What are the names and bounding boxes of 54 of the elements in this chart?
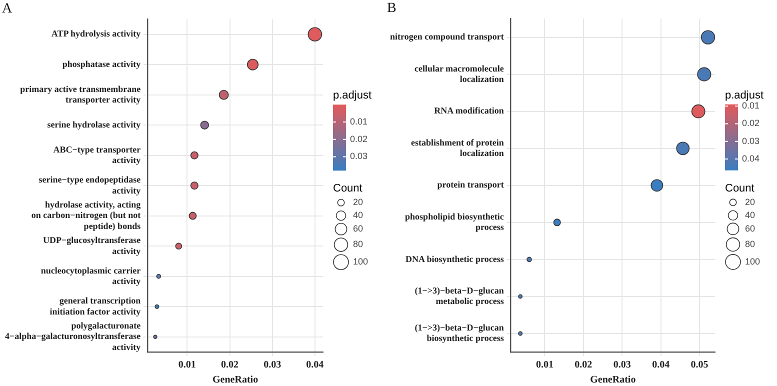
y-tick-label: cellular macromolecule localization — [414, 63, 504, 84]
color-bar-label: 0.02 — [742, 118, 760, 128]
y-tick-label: ABC−type transporter activity — [53, 144, 142, 166]
legend-label: 100 — [745, 256, 760, 266]
y-tick-label: nitrogen compound transport — [390, 32, 504, 42]
color-bar-title: p.adjust — [725, 89, 764, 102]
y-tick-label: phospholipid biosynthetic process — [405, 211, 504, 232]
color-bar-label: 0.04 — [742, 153, 760, 164]
color-bar-label: 0.01 — [742, 100, 760, 111]
y-tick-label: ATP hydrolysis activity — [51, 28, 142, 39]
y-tick-label: general transcription initiation factor activity — [50, 296, 142, 316]
x-tick-label: 0.03 — [264, 360, 282, 371]
color-bar-label: 0.03 — [350, 151, 368, 162]
legend-label: 40 — [745, 210, 756, 220]
y-tick-label: (1−>3)−beta−D−glucan metabolic process — [414, 285, 504, 306]
legend-label: 60 — [745, 223, 756, 234]
y-tick-label: phosphatase activity — [62, 58, 142, 69]
x-axis-title: GeneRatio — [212, 374, 258, 386]
x-tick-label: 0.04 — [652, 360, 670, 371]
text: B — [387, 1, 396, 16]
y-tick-label: UDP−glucosyltransferase activity — [42, 235, 142, 256]
legend-label: 100 — [353, 256, 368, 267]
y-tick-label: RNA modification — [434, 106, 504, 116]
y-tick-label: serine hydrolase activity — [47, 119, 142, 130]
y-tick-label: serine−type endopeptidase activity — [38, 174, 142, 196]
x-tick-label: 0.04 — [306, 360, 324, 371]
y-tick-label: protein transport — [437, 180, 504, 190]
text: A — [2, 1, 13, 16]
legend-label: 60 — [353, 224, 364, 234]
legend-title: Count — [725, 182, 754, 194]
y-tick-label: establishment of protein localization — [411, 137, 504, 158]
y-tick-label: primary active transmembrane transporter activity — [20, 84, 142, 105]
x-tick-label: 0.03 — [613, 360, 631, 371]
x-tick-label: 0.02 — [574, 360, 592, 371]
color-bar-label: 0.03 — [742, 136, 760, 146]
legend-label: 80 — [353, 239, 364, 250]
legend-title: Count — [333, 182, 362, 195]
y-tick-label: hydrolase activity, acting on carbon−nitrogen (but not peptide) bonds — [31, 199, 142, 231]
y-tick-label: polygalacturonate 4−alpha−galacturonosyltransferase activity — [4, 320, 142, 352]
x-tick-label: 0.05 — [690, 360, 708, 371]
legend-label: 20 — [353, 197, 364, 208]
x-tick-label: 0.01 — [178, 360, 196, 371]
color-bar-title: p.adjust — [333, 90, 372, 102]
y-tick-label: (1−>3)−beta−D−glucan biosynthetic process — [414, 322, 504, 344]
color-bar-label: 0.01 — [350, 116, 368, 126]
legend-label: 20 — [745, 196, 756, 207]
y-tick-label: DNA biosynthetic process — [406, 254, 504, 264]
legend-label: 80 — [745, 238, 756, 249]
x-axis-title: GeneRatio — [590, 374, 636, 386]
legend-label: 40 — [353, 210, 364, 220]
color-bar-label: 0.02 — [350, 134, 368, 144]
x-tick-label: 0.01 — [536, 360, 554, 371]
x-tick-label: 0.02 — [221, 360, 239, 371]
y-tick-label: nucleocytoplasmic carrier activity — [40, 265, 142, 286]
